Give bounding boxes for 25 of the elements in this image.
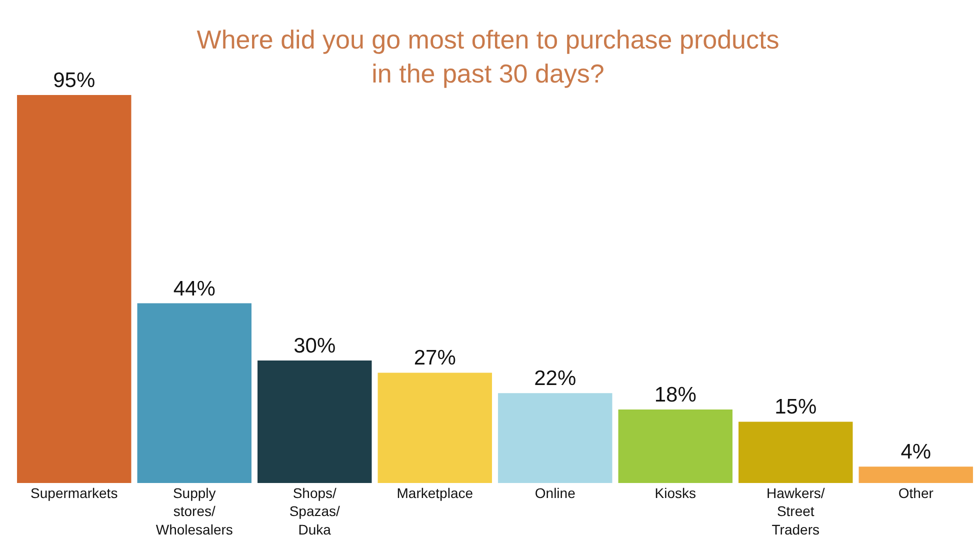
x-tick-label: Supermarkets [30,485,118,501]
x-tick-label: Marketplace [396,485,474,501]
x-tick-label: Shops/ Spazas/ Duka [289,485,340,538]
data-label: 4% [900,440,932,464]
data-label: 15% [774,396,817,419]
data-label: 95% [53,69,96,92]
x-tick-label: Kiosks [654,485,696,501]
bar [17,95,132,483]
x-tick-label: Supply stores/ Wholesalers [156,485,233,538]
data-label: 27% [414,346,456,370]
bar [258,360,372,483]
data-label: 30% [294,334,336,358]
bar [137,303,252,483]
bar [498,393,612,483]
bar [858,466,973,483]
bar [618,409,732,483]
bar [378,372,492,483]
bar [738,422,853,483]
data-label: 44% [173,277,216,300]
chart-title: Where did you go most often to purchase products in the past 30 days? [196,24,780,88]
x-tick-label: Hawkers/ Street Traders [766,485,825,538]
data-label: 22% [534,367,576,390]
data-label: 18% [654,383,696,406]
x-tick-label: Other [898,485,934,501]
x-tick-label: Online [534,485,576,501]
